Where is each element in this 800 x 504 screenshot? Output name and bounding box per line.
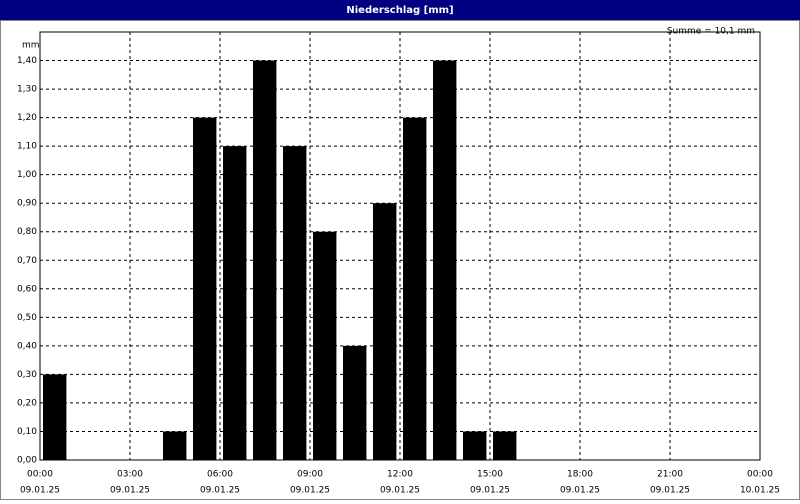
- y-axis-label: mm: [22, 41, 40, 51]
- x-tick-label: 09:00: [297, 470, 323, 480]
- y-tick-label: 0,90: [17, 199, 37, 209]
- bar: [283, 146, 307, 460]
- x-tick-label: 15:00: [477, 470, 503, 480]
- x-tick-label: 00:00: [27, 470, 53, 480]
- y-tick-label: 1,10: [17, 142, 37, 152]
- y-tick-label: 0,60: [17, 284, 37, 294]
- x-tick-sublabel: 09.01.25: [380, 486, 420, 496]
- bar: [223, 146, 247, 460]
- bar: [403, 117, 427, 460]
- y-tick-label: 1,30: [17, 85, 37, 95]
- x-tick-sublabel: 09.01.25: [290, 486, 330, 496]
- y-tick-label: 0,40: [17, 341, 37, 351]
- y-tick-label: 0,70: [17, 256, 37, 266]
- chart-title: Niederschlag [mm]: [346, 5, 453, 16]
- y-tick-label: 0,00: [17, 456, 37, 466]
- bar: [313, 231, 337, 460]
- bar: [343, 345, 367, 460]
- x-tick-label: 00:00: [747, 470, 773, 480]
- y-tick-label: 0,20: [17, 398, 37, 408]
- x-tick-sublabel: 09.01.25: [20, 486, 60, 496]
- x-tick-sublabel: 09.01.25: [650, 486, 690, 496]
- x-tick-label: 21:00: [657, 470, 683, 480]
- x-tick-label: 06:00: [207, 470, 233, 480]
- y-tick-label: 0,10: [17, 427, 37, 437]
- x-tick-sublabel: 09.01.25: [470, 486, 510, 496]
- bar: [373, 203, 397, 460]
- y-tick-label: 1,20: [17, 113, 37, 123]
- y-tick-label: 0,80: [17, 227, 37, 237]
- plot-frame: [39, 31, 761, 461]
- y-tick-label: 0,50: [17, 313, 37, 323]
- x-tick-sublabel: 09.01.25: [560, 486, 600, 496]
- x-tick-label: 03:00: [117, 470, 143, 480]
- bar: [43, 374, 67, 460]
- x-tick-sublabel: 10.01.25: [740, 486, 780, 496]
- bar: [193, 117, 217, 460]
- bar: [493, 431, 517, 460]
- x-tick-label: 12:00: [387, 470, 413, 480]
- y-tick-label: 1,40: [17, 56, 37, 66]
- y-tick-label: 1,00: [17, 170, 37, 180]
- bar: [463, 431, 487, 460]
- bar: [163, 431, 187, 460]
- title-bar: [0, 0, 800, 20]
- bar: [433, 60, 457, 461]
- x-tick-sublabel: 09.01.25: [200, 486, 240, 496]
- y-tick-label: 0,30: [17, 370, 37, 380]
- x-tick-label: 18:00: [567, 470, 593, 480]
- x-tick-sublabel: 09.01.25: [110, 486, 150, 496]
- bar: [253, 60, 277, 461]
